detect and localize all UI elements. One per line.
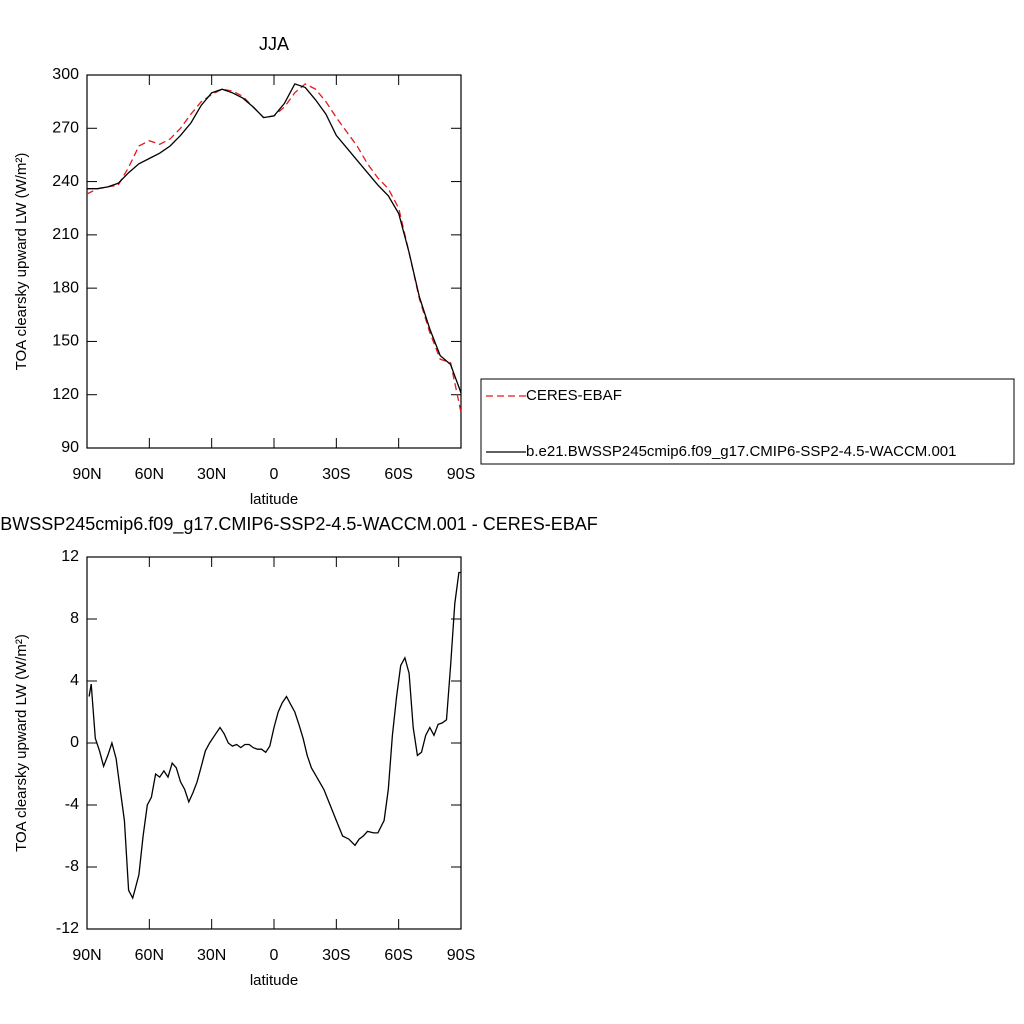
data-line — [86, 83, 462, 413]
x-tick-label: 30N — [197, 466, 226, 483]
y-tick-label: 240 — [52, 173, 79, 190]
chart-title: b.e21.BWSSP245cmip6.f09_g17.CMIP6-SSP2-4… — [0, 514, 598, 535]
y-tick-label: 150 — [52, 333, 79, 350]
plot-frame — [86, 556, 462, 930]
chart-title: JJA — [259, 34, 289, 54]
legend-label: b.e21.BWSSP245cmip6.f09_g17.CMIP6-SSP2-4… — [526, 443, 956, 460]
y-tick-label: 120 — [52, 386, 79, 403]
y-tick-label: 90 — [61, 439, 79, 456]
y-tick-label: 180 — [52, 279, 79, 296]
x-tick-label: 30S — [322, 466, 350, 483]
x-tick-label: 60S — [384, 466, 412, 483]
data-line — [88, 571, 461, 900]
x-tick-label: 30N — [197, 947, 226, 964]
y-tick-label: -12 — [56, 920, 79, 937]
y-tick-label: 0 — [70, 734, 79, 751]
y-tick-label: 270 — [52, 120, 79, 137]
y-tick-label: -8 — [65, 858, 79, 875]
y-tick-label: 300 — [52, 66, 79, 83]
legend-label: CERES-EBAF — [526, 387, 622, 404]
x-tick-label: 90S — [447, 947, 475, 964]
legend-box — [480, 378, 1015, 465]
plot-frame — [86, 74, 462, 449]
x-tick-label: 90S — [447, 466, 475, 483]
y-tick-label: 210 — [52, 226, 79, 243]
x-tick-label: 30S — [322, 947, 350, 964]
x-axis-label: latitude — [250, 491, 298, 508]
y-axis-label: TOA clearsky upward LW (W/m²) — [13, 634, 30, 852]
x-tick-label: 90N — [72, 466, 101, 483]
data-line — [87, 83, 462, 394]
y-axis-label: TOA clearsky upward LW (W/m²) — [13, 153, 30, 371]
x-tick-label: 0 — [270, 466, 279, 483]
y-tick-label: 8 — [70, 610, 79, 627]
y-tick-label: -4 — [65, 796, 79, 813]
y-tick-label: 4 — [70, 672, 79, 689]
x-tick-label: 60N — [135, 466, 164, 483]
x-tick-label: 90N — [72, 947, 101, 964]
x-tick-label: 60N — [135, 947, 164, 964]
x-tick-label: 0 — [270, 947, 279, 964]
x-axis-label: latitude — [250, 972, 298, 989]
x-tick-label: 60S — [384, 947, 412, 964]
y-tick-label: 12 — [61, 548, 79, 565]
